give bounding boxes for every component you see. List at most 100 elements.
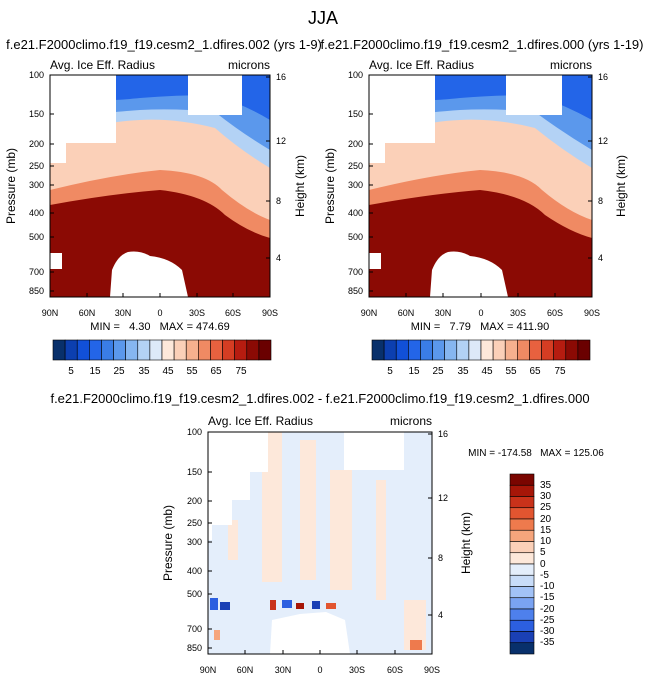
- colorbar-label: 75: [554, 366, 566, 377]
- height-tick-label: 12: [276, 136, 286, 146]
- colorbar-swatch: [420, 339, 433, 361]
- colorbar-swatch: [258, 339, 272, 361]
- y-tick-label: 300: [348, 180, 363, 190]
- height-tick-label: 8: [276, 196, 281, 206]
- y-tick-label: 200: [187, 496, 202, 506]
- colorbar-label: 35: [540, 480, 552, 491]
- colorbar-swatch: [161, 339, 175, 361]
- panel-dfires-002: f.e21.F2000climo.f19_f19.cesm2_1.dfires.…: [4, 37, 322, 377]
- colorbar-label: 35: [138, 366, 150, 377]
- height-tick-label: 4: [598, 253, 603, 263]
- x-tick-label: 30N: [275, 665, 292, 675]
- colorbar-swatch: [125, 339, 139, 361]
- y-tick-label: 500: [29, 232, 44, 242]
- colorbar-label: 55: [505, 366, 517, 377]
- panel-right-label: microns: [228, 58, 270, 72]
- y-tick-label: 200: [348, 139, 363, 149]
- colorbar-swatch: [480, 339, 494, 361]
- x-tick-label: 30S: [510, 308, 526, 318]
- colorbar-swatch: [383, 339, 397, 361]
- colorbar-label: -35: [540, 637, 555, 648]
- colorbar-label: 65: [529, 366, 541, 377]
- colorbar-swatch: [246, 339, 260, 361]
- height-tick-label: 12: [438, 493, 448, 503]
- colorbar-label: 15: [540, 525, 552, 536]
- colorbar-swatch: [64, 339, 78, 361]
- panel-left-label: Avg. Ice Eff. Radius: [50, 58, 155, 72]
- colorbar-label: -10: [540, 581, 555, 592]
- colorbar-swatch: [509, 473, 535, 486]
- colorbar-label: 15: [89, 366, 101, 377]
- x-tick-label: 60S: [387, 665, 403, 675]
- y-axis-label: Pressure (mb): [323, 148, 337, 224]
- colorbar-label: -25: [540, 615, 555, 626]
- x-tick-label: 30N: [115, 308, 132, 318]
- colorbar-swatch: [577, 339, 591, 361]
- colorbar-swatch: [553, 339, 567, 361]
- colorbar-swatch: [52, 339, 66, 361]
- colorbar-label: 10: [540, 536, 552, 547]
- heatmap-field: [208, 432, 432, 654]
- colorbar-swatch: [509, 496, 535, 509]
- y-tick-label: 200: [29, 139, 44, 149]
- x-tick-label: 90N: [200, 665, 217, 675]
- x-tick-label: 0: [317, 665, 322, 675]
- y-tick-label: 300: [187, 537, 202, 547]
- y-tick-label: 500: [348, 232, 363, 242]
- y-tick-label: 300: [29, 180, 44, 190]
- colorbar-swatch: [509, 574, 535, 587]
- colorbar-label: 20: [540, 514, 552, 525]
- colorbar-swatch: [565, 339, 579, 361]
- y-axis-label: Pressure (mb): [4, 148, 18, 224]
- panel-left-label: Avg. Ice Eff. Radius: [208, 414, 313, 428]
- x-tick-label: 0: [478, 308, 483, 318]
- x-tick-label: 90S: [584, 308, 600, 318]
- colorbar-swatch: [456, 339, 470, 361]
- y-axis-label-right: Height (km): [614, 155, 628, 217]
- x-tick-label: 60S: [547, 308, 563, 318]
- panel-dfires-000: f.e21.F2000climo.f19_f19.cesm2_1.dfires.…: [320, 37, 643, 377]
- height-tick-label: 4: [438, 610, 443, 620]
- x-tick-label: 90N: [361, 308, 378, 318]
- colorbar-swatch: [509, 541, 535, 554]
- x-tick-label: 0: [157, 308, 162, 318]
- x-tick-label: 60N: [79, 308, 96, 318]
- colorbar-swatch: [509, 586, 535, 599]
- colorbar-swatch: [101, 339, 114, 361]
- panel-title: f.e21.F2000climo.f19_f19.cesm2_1.dfires.…: [50, 391, 589, 406]
- colorbar-swatch: [210, 339, 223, 361]
- x-tick-label: 30S: [349, 665, 365, 675]
- colorbar-label: 5: [387, 366, 393, 377]
- colorbar-swatch: [504, 339, 518, 361]
- colorbar-swatch: [408, 339, 421, 361]
- colorbar-swatch: [509, 552, 535, 565]
- y-tick-label: 700: [348, 267, 363, 277]
- panel-title: f.e21.F2000climo.f19_f19.cesm2_1.dfires.…: [6, 37, 322, 52]
- height-tick-label: 8: [598, 196, 603, 206]
- y-tick-label: 150: [348, 109, 363, 119]
- x-tick-label: 90S: [262, 308, 278, 318]
- figure-title: JJA: [308, 8, 338, 28]
- y-tick-label: 250: [29, 161, 44, 171]
- height-tick-label: 16: [598, 72, 608, 82]
- y-tick-label: 400: [187, 566, 202, 576]
- colorbar-label: 25: [432, 366, 444, 377]
- x-tick-label: 30N: [435, 308, 452, 318]
- panel-right-label: microns: [550, 58, 592, 72]
- colorbar-swatch: [432, 339, 445, 361]
- colorbar-swatch: [137, 339, 151, 361]
- colorbar-swatch: [198, 339, 211, 361]
- y-tick-label: 700: [187, 624, 202, 634]
- min-max-stats: MIN = -174.58 MAX = 125.06: [468, 448, 604, 459]
- colorbar-label: 5: [68, 366, 74, 377]
- colorbar-swatch: [222, 339, 235, 361]
- colorbar-swatch: [509, 608, 535, 621]
- colorbar-swatch: [395, 339, 409, 361]
- panel-right-label: microns: [390, 414, 432, 428]
- colorbar-swatch: [509, 631, 535, 644]
- y-tick-label: 250: [187, 518, 202, 528]
- colorbar-label: 45: [481, 366, 493, 377]
- panel-difference: f.e21.F2000climo.f19_f19.cesm2_1.dfires.…: [50, 391, 604, 675]
- height-tick-label: 4: [276, 253, 281, 263]
- colorbar-swatch: [509, 529, 535, 542]
